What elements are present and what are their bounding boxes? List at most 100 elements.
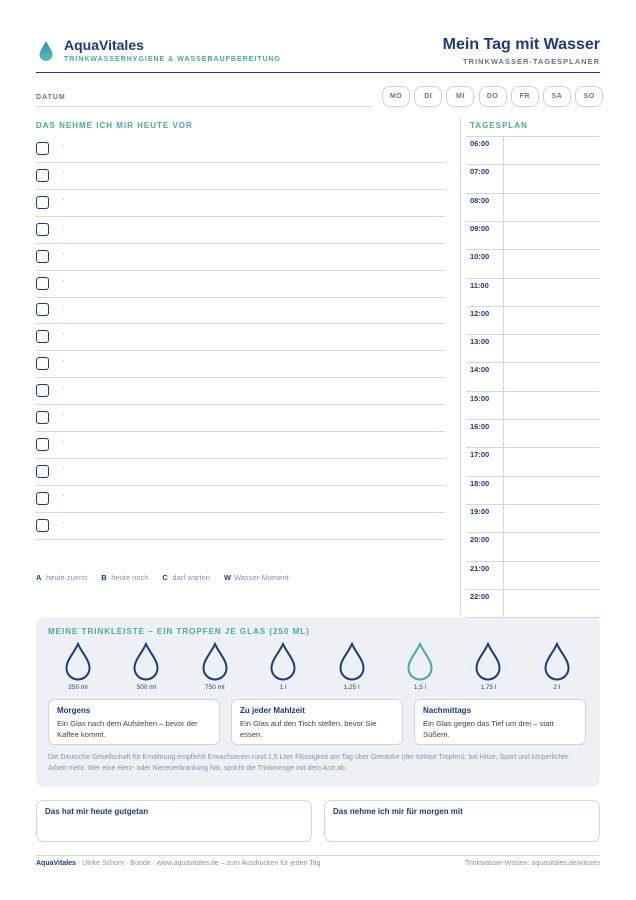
day-pill[interactable]: DO [478, 86, 507, 107]
tip-card: Zu jeder Mahlzeit Ein Glas auf den Tisch … [231, 699, 403, 745]
hour-label: 07:00 [470, 167, 490, 177]
row-line [36, 242, 445, 244]
todo-bullet: · [62, 517, 65, 527]
drop-label: 750 ml [205, 684, 225, 691]
checkbox[interactable] [36, 411, 49, 424]
date-line [36, 106, 372, 107]
row-line [36, 350, 445, 352]
checkbox[interactable] [36, 276, 49, 290]
hour-line [466, 192, 600, 194]
hour-line [466, 164, 600, 166]
checkbox[interactable] [36, 142, 49, 155]
checkbox[interactable] [36, 330, 49, 344]
row-line [36, 431, 445, 432]
hour-line [466, 503, 600, 505]
reflection-box[interactable]: Das hat mir heute gutgetan [36, 800, 312, 842]
checkbox[interactable] [36, 437, 49, 451]
day-pill[interactable]: FR [510, 86, 539, 107]
legend-text: heute noch [111, 573, 149, 582]
hour-line [466, 136, 600, 137]
todo-bullet: · [62, 275, 65, 285]
day-pill[interactable]: MI [446, 86, 475, 107]
checkbox[interactable] [36, 249, 49, 263]
drop[interactable] [542, 642, 572, 682]
drop-label: 250 ml [68, 684, 88, 691]
legend-key: B [101, 573, 107, 582]
drop[interactable] [268, 642, 298, 682]
tip-card: Nachmittags Ein Glas gegen das Tief um dr… [414, 699, 586, 745]
row-line [36, 269, 445, 271]
hour-line [466, 390, 600, 392]
hour-label: 10:00 [470, 252, 490, 262]
day-pill[interactable]: MO [382, 86, 410, 107]
day-pill[interactable]: SO [575, 86, 604, 107]
drop[interactable] [200, 642, 230, 682]
footer-left: AquaVitales · Ulrike Schorn · Bunde · ww… [36, 860, 321, 867]
drop[interactable] [63, 642, 93, 682]
hour-line [466, 532, 600, 534]
checkbox[interactable] [36, 518, 49, 532]
hour-label: 11:00 [470, 280, 489, 290]
hour-label: 12:00 [470, 308, 490, 318]
todo-bullet: · [62, 194, 65, 204]
tip-card: Morgens Ein Glas nach dem Aufstehen – bev… [48, 699, 220, 745]
drop-label: 2 l [553, 684, 561, 691]
row-line [36, 484, 445, 486]
drop[interactable] [337, 642, 367, 682]
header-rule [36, 72, 600, 73]
hour-line [466, 447, 600, 449]
todo-bullet: · [62, 463, 65, 473]
legend-key: A [36, 573, 42, 582]
drop-label: 1,75 l [480, 684, 497, 691]
tip-title: Zu jeder Mahlzeit [240, 706, 305, 715]
footer-rule [36, 855, 600, 856]
checkbox[interactable] [36, 384, 49, 398]
drop-outline [339, 642, 365, 681]
hour-line [466, 419, 600, 420]
hour-line [466, 362, 600, 364]
legend-text: darf warten [172, 573, 210, 582]
hour-label: 13:00 [470, 337, 490, 347]
hour-label: 08:00 [470, 195, 490, 205]
tagline: TRINKWASSERHYGIENE & WASSERAUFBEREITUNG [64, 56, 282, 63]
checkbox[interactable] [36, 168, 49, 182]
hour-line [466, 334, 600, 336]
reflection-box[interactable]: Das nehme ich mir für morgen mit [324, 800, 600, 842]
todo-bullet: · [62, 167, 65, 177]
drop-label: 1,5 l [413, 684, 427, 691]
hour-label: 17:00 [470, 450, 490, 460]
checkbox[interactable] [36, 195, 49, 209]
todo-bullet: · [62, 356, 65, 366]
hour-label: 20:00 [470, 535, 490, 545]
checkbox[interactable] [36, 357, 49, 371]
row-line [36, 538, 445, 540]
schedule-title: TAGESPLAN [470, 121, 528, 130]
hour-label: 21:00 [470, 563, 490, 573]
drop[interactable] [473, 642, 503, 682]
day-pill[interactable]: DI [414, 86, 443, 107]
checkbox[interactable] [36, 222, 49, 236]
legend-text: Wasser-Moment [233, 573, 289, 582]
todo-bullet: · [62, 329, 65, 339]
row-line [36, 296, 445, 298]
row-line [36, 511, 445, 513]
tip-text: Ein Glas auf den Tisch stellen, bevor Si… [240, 719, 377, 739]
checkbox[interactable] [36, 303, 49, 317]
hour-label: 09:00 [470, 223, 490, 233]
drop[interactable] [131, 642, 161, 682]
row-line [36, 457, 445, 459]
drop-label: 1,25 l [343, 684, 360, 691]
tip-text: Ein Glas nach dem Aufstehen – bevor der … [57, 719, 198, 739]
checkbox[interactable] [36, 464, 49, 478]
checkbox[interactable] [36, 491, 49, 505]
hour-line [466, 277, 600, 279]
drop-outline [133, 642, 159, 681]
drop-outline [65, 642, 91, 681]
day-pill[interactable]: SA [543, 86, 571, 107]
row-line [36, 377, 445, 379]
row-line [36, 162, 445, 163]
drinks-note: Die Deutsche Gesellschaft für Ernährung … [48, 754, 569, 772]
todo-bullet: · [62, 141, 65, 150]
drop[interactable] [405, 642, 435, 682]
